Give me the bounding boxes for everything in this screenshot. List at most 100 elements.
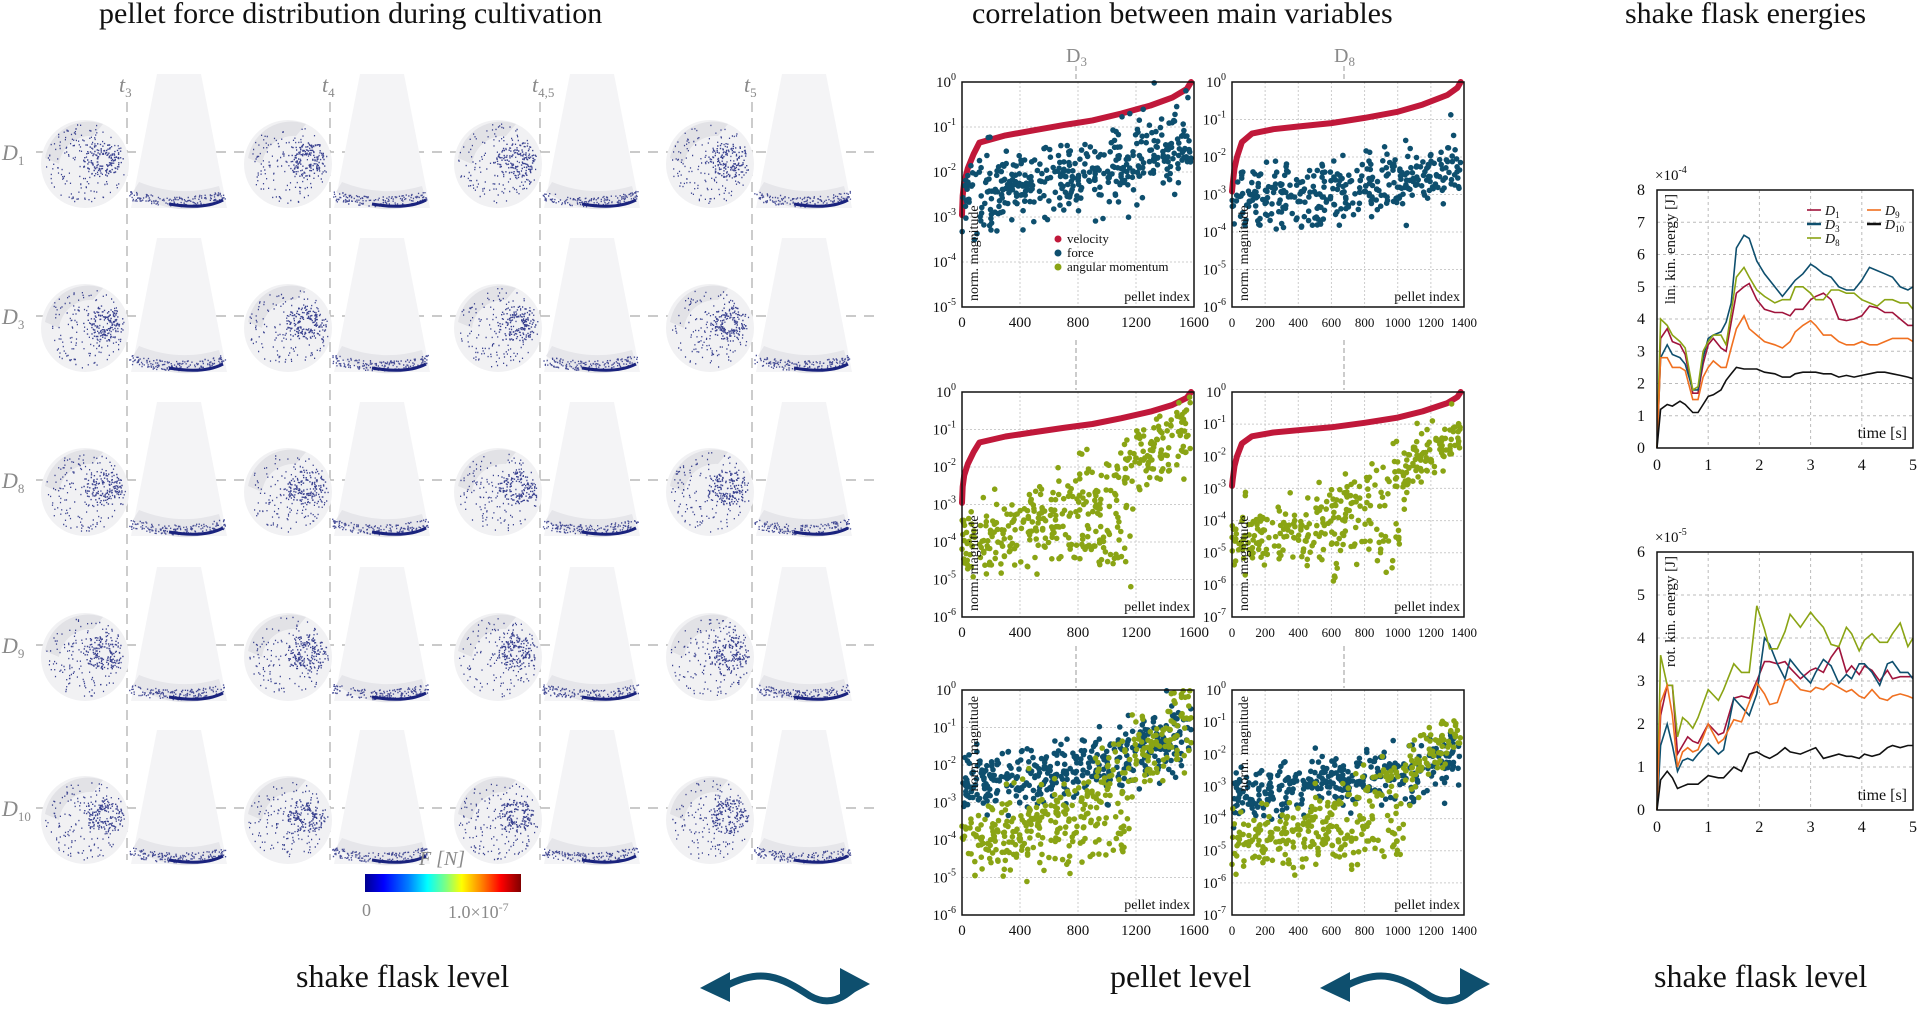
flask-cell-D1-t3 [41, 74, 227, 210]
flask-liquid-shade [133, 182, 223, 210]
data-point [1155, 423, 1162, 430]
y-tick-label: 10-5 [1203, 841, 1226, 860]
pellet-particles-side [129, 191, 226, 208]
flask-side-view [131, 238, 227, 372]
data-point [1018, 525, 1025, 532]
data-point [1353, 499, 1359, 505]
data-point [993, 519, 1000, 526]
data-point [1090, 851, 1096, 858]
y-tick-exponent: -1 [1218, 414, 1226, 425]
data-point [1070, 168, 1076, 174]
data-point [1238, 175, 1245, 181]
data-point [1266, 813, 1272, 820]
data-point [1354, 763, 1360, 769]
data-point [1018, 157, 1024, 163]
pellet-particles-top [460, 288, 539, 368]
data-point [1248, 192, 1254, 198]
data-point [1362, 521, 1368, 527]
data-point [1249, 197, 1256, 203]
data-point [1056, 165, 1062, 171]
data-point [1027, 198, 1033, 205]
data-point [1151, 425, 1157, 431]
data-point [1424, 426, 1430, 433]
y-tick-label: 10-5 [1203, 260, 1226, 279]
data-point [1231, 821, 1238, 827]
data-point [1327, 169, 1334, 175]
y-tick-exponent: -2 [1218, 744, 1226, 755]
data-point [1175, 152, 1182, 159]
data-point [1439, 435, 1445, 441]
data-point [1395, 527, 1402, 534]
pellet-particles-top [46, 454, 126, 532]
y-tick-label: 10-4 [933, 252, 956, 271]
data-point [1266, 796, 1273, 802]
data-point [998, 773, 1004, 780]
flask-side-view [756, 74, 852, 208]
data-point [1317, 798, 1323, 804]
data-point [1308, 768, 1314, 775]
data-point [1097, 523, 1104, 530]
data-point [1394, 184, 1401, 190]
data-point [1302, 844, 1308, 850]
data-point [1231, 850, 1238, 857]
data-point [1096, 766, 1102, 772]
data-point [1126, 756, 1133, 763]
data-point [1456, 740, 1463, 746]
data-point [1306, 167, 1313, 174]
data-point [1240, 863, 1247, 869]
data-point [1141, 778, 1148, 785]
flask-liquid-shade [758, 838, 848, 866]
data-point [988, 859, 994, 866]
y-tick-label: 1 [1637, 408, 1645, 425]
data-point [1028, 496, 1034, 503]
data-point [992, 209, 998, 215]
flask-wall-shade [670, 121, 728, 164]
data-point [1268, 211, 1275, 217]
data-point [1386, 182, 1392, 188]
data-point [1319, 753, 1325, 760]
y-tick-label: 100 [1206, 680, 1226, 699]
data-point [1255, 842, 1261, 848]
data-point [1024, 846, 1031, 853]
data-point [1256, 854, 1262, 861]
data-point [982, 816, 988, 823]
data-point [993, 549, 999, 556]
data-point [1079, 859, 1085, 865]
data-point [992, 798, 998, 804]
data-point [1116, 537, 1122, 543]
data-point [1424, 468, 1430, 474]
data-point [1061, 752, 1068, 759]
data-point [1089, 773, 1095, 780]
data-point [1388, 768, 1394, 774]
data-point [961, 800, 968, 806]
data-point [1344, 816, 1350, 823]
y-tick-label: 100 [936, 382, 956, 401]
data-point [1139, 722, 1146, 728]
data-point [1107, 487, 1114, 494]
data-point [1010, 815, 1017, 822]
data-point [977, 554, 984, 561]
data-point [1269, 201, 1275, 207]
data-point [1021, 840, 1028, 847]
level-label-pellet: pellet level [1110, 958, 1252, 994]
y-tick-exponent: -5 [1218, 543, 1226, 554]
flask-wall-shade [670, 285, 728, 328]
data-point [1249, 837, 1256, 843]
data-point [1304, 534, 1311, 540]
data-point [1315, 785, 1321, 792]
data-point [1005, 823, 1011, 830]
data-point [965, 179, 971, 185]
data-point [1122, 465, 1129, 472]
data-point [1267, 775, 1274, 781]
data-point [1299, 796, 1305, 803]
data-point [1293, 182, 1300, 188]
y-tick-exponent: 0 [1221, 72, 1226, 83]
data-point [1047, 512, 1054, 519]
data-point [1027, 537, 1033, 543]
data-point [1278, 763, 1284, 770]
data-point [1280, 860, 1286, 866]
data-point [1090, 793, 1097, 800]
data-point [1183, 88, 1189, 94]
data-point [1097, 539, 1103, 546]
data-point [1050, 164, 1056, 171]
